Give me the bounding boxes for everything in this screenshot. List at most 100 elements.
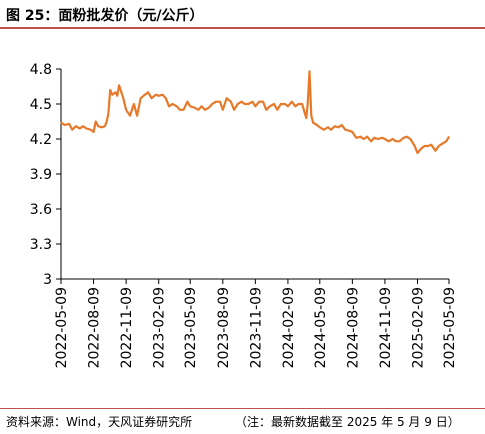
data-point bbox=[64, 124, 66, 126]
data-point bbox=[327, 126, 329, 128]
data-point bbox=[424, 145, 426, 147]
data-point bbox=[381, 137, 383, 139]
data-point bbox=[71, 129, 73, 131]
data-point bbox=[291, 101, 293, 103]
data-point bbox=[230, 101, 232, 103]
title-divider bbox=[0, 27, 485, 29]
data-point bbox=[75, 125, 77, 127]
data-point bbox=[427, 145, 429, 147]
data-point bbox=[438, 145, 440, 147]
data-point bbox=[265, 109, 267, 111]
data-point bbox=[363, 138, 365, 140]
data-point bbox=[395, 140, 397, 142]
data-point bbox=[377, 138, 379, 140]
data-point bbox=[104, 125, 106, 127]
data-point bbox=[434, 150, 437, 152]
data-point bbox=[60, 122, 62, 124]
data-point bbox=[171, 103, 174, 105]
data-point bbox=[125, 109, 127, 111]
data-point bbox=[254, 105, 256, 107]
data-point bbox=[111, 94, 113, 96]
data-point bbox=[430, 144, 432, 146]
data-point bbox=[107, 112, 109, 114]
data-point bbox=[189, 105, 191, 107]
data-date-note: （注：最新数据截至 2025 年 5 月 9 日） bbox=[235, 415, 460, 429]
data-point bbox=[284, 103, 286, 105]
data-point bbox=[118, 84, 120, 86]
data-point bbox=[193, 106, 195, 109]
x-tick-label: 2025-02-09 bbox=[410, 287, 426, 368]
x-tick-label: 2023-08-09 bbox=[216, 287, 232, 368]
x-axis-ticks: 2022-05-09 2022-08-09 2022-11-09 2023-02-09… bbox=[54, 279, 458, 368]
data-point bbox=[420, 147, 422, 149]
x-tick-label: 2024-05-09 bbox=[313, 287, 329, 368]
data-point bbox=[310, 115, 312, 117]
data-point bbox=[179, 109, 181, 111]
data-point bbox=[82, 125, 84, 127]
x-tick-label: 2024-11-09 bbox=[378, 287, 394, 368]
footer-divider bbox=[0, 408, 485, 409]
data-point bbox=[307, 103, 309, 105]
data-point bbox=[222, 109, 224, 111]
series-line bbox=[60, 70, 450, 155]
data-point bbox=[262, 101, 264, 103]
data-point bbox=[165, 97, 167, 99]
data-point bbox=[398, 140, 400, 142]
chart-title: 图 25：面粉批发价（元/公斤） bbox=[6, 8, 204, 24]
data-point bbox=[247, 103, 249, 105]
data-point bbox=[337, 126, 340, 128]
data-point bbox=[409, 138, 411, 140]
data-point bbox=[133, 103, 135, 105]
data-point bbox=[140, 97, 142, 99]
data-point bbox=[219, 101, 221, 103]
x-tick-label: 2022-08-09 bbox=[87, 287, 103, 368]
data-point bbox=[384, 138, 386, 140]
data-point bbox=[323, 129, 325, 131]
data-point bbox=[97, 125, 99, 127]
data-point bbox=[316, 124, 318, 126]
data-point bbox=[114, 91, 117, 93]
x-tick-label: 2024-02-09 bbox=[281, 287, 297, 368]
data-point bbox=[215, 101, 217, 103]
x-tick-label: 2023-11-09 bbox=[248, 287, 264, 368]
data-point bbox=[129, 115, 131, 117]
data-point bbox=[136, 115, 138, 117]
x-tick-label: 2025-05-09 bbox=[442, 287, 458, 368]
data-point bbox=[109, 89, 111, 91]
data-point bbox=[240, 101, 243, 103]
data-point bbox=[144, 94, 146, 96]
data-point bbox=[445, 140, 447, 142]
data-point bbox=[93, 131, 95, 133]
data-point bbox=[406, 136, 408, 138]
data-point bbox=[95, 120, 97, 123]
data-point bbox=[403, 137, 405, 139]
data-point bbox=[441, 143, 443, 145]
data-point bbox=[348, 130, 351, 132]
data-point bbox=[158, 95, 160, 97]
data-point bbox=[280, 103, 282, 105]
data-point bbox=[294, 105, 296, 107]
data-point bbox=[373, 137, 375, 139]
y-tick-label: 4.5 bbox=[30, 97, 52, 113]
data-point bbox=[147, 91, 149, 93]
y-tick-label: 3.3 bbox=[30, 237, 52, 253]
data-point bbox=[237, 103, 239, 105]
data-point bbox=[344, 129, 346, 131]
x-tick-label: 2024-08-09 bbox=[345, 287, 361, 368]
data-point bbox=[85, 127, 88, 130]
data-point bbox=[168, 105, 170, 107]
data-point bbox=[155, 94, 157, 96]
data-point bbox=[151, 97, 153, 99]
data-point bbox=[106, 120, 108, 123]
data-point bbox=[341, 124, 343, 126]
x-tick-label: 2022-05-09 bbox=[54, 287, 70, 368]
y-tick-label: 3.6 bbox=[30, 202, 52, 218]
data-point bbox=[366, 136, 368, 138]
data-point bbox=[204, 109, 206, 111]
data-point bbox=[208, 106, 210, 109]
x-tick-label: 2023-02-09 bbox=[152, 287, 168, 368]
data-point bbox=[186, 101, 188, 103]
data-point bbox=[197, 109, 199, 111]
data-point bbox=[176, 105, 178, 107]
